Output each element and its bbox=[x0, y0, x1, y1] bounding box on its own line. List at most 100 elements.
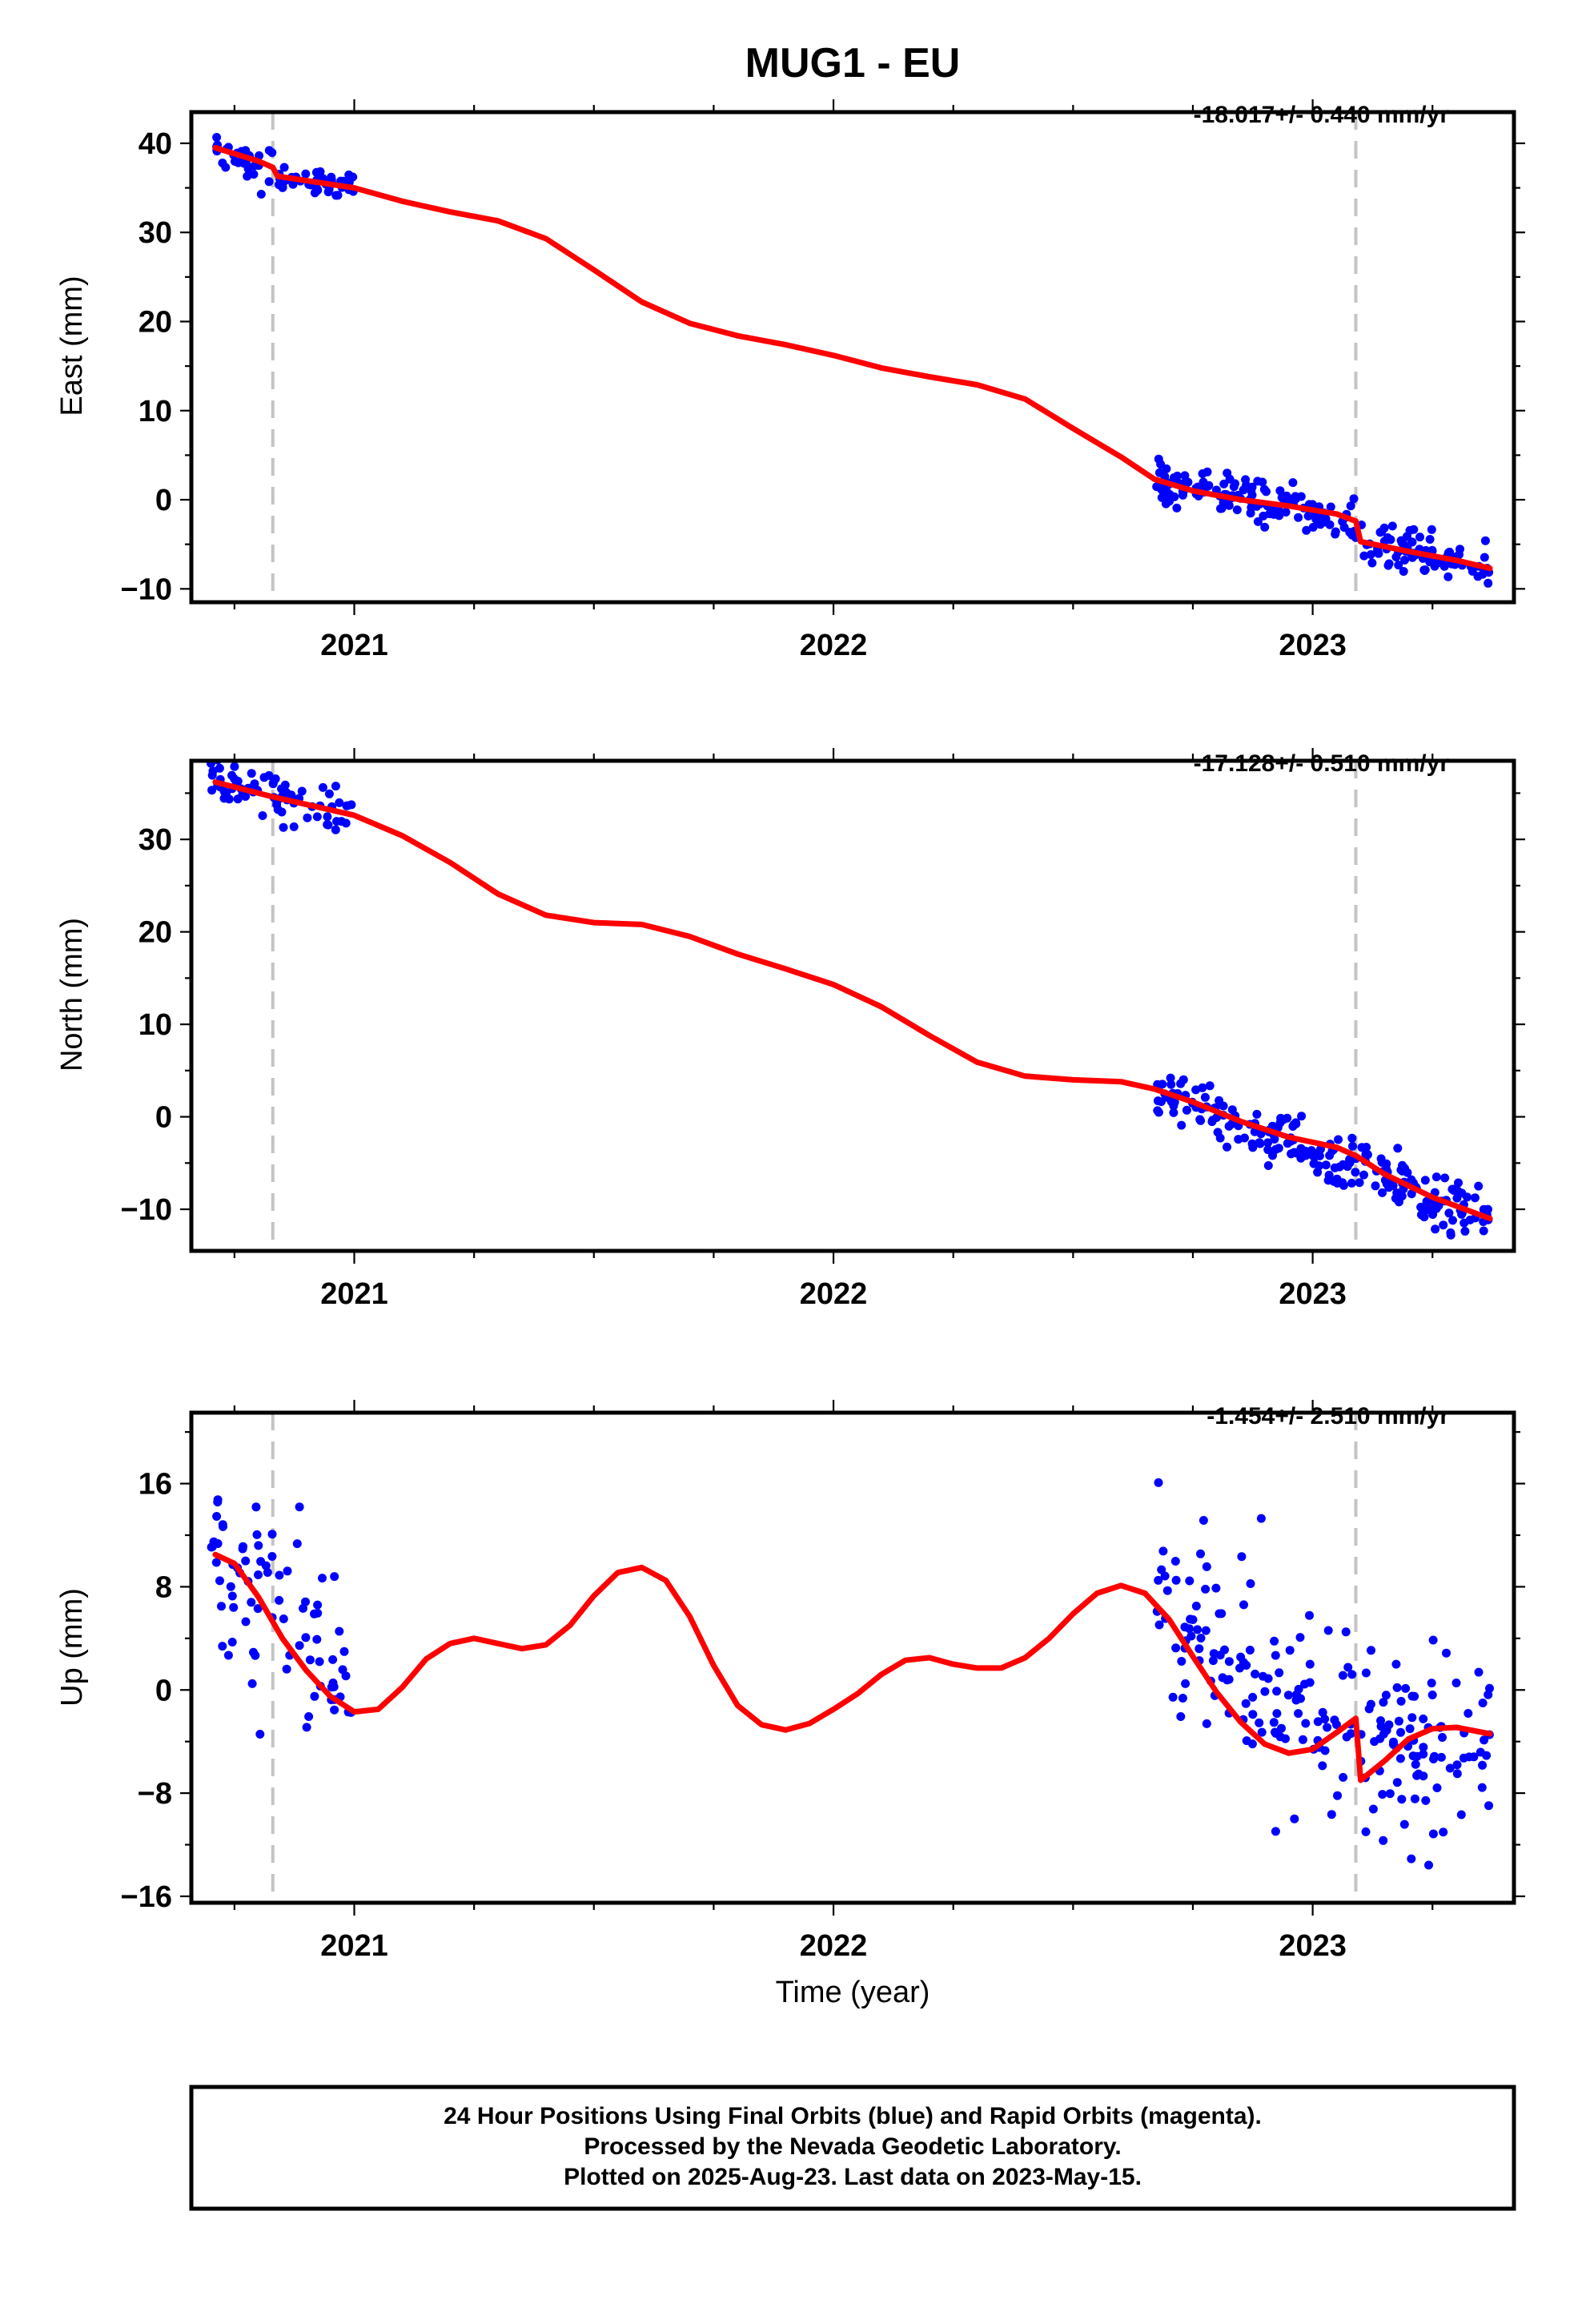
up-data-point bbox=[261, 1561, 271, 1570]
up-data-point bbox=[218, 1642, 227, 1651]
up-data-point bbox=[1154, 1575, 1163, 1585]
east-data-point bbox=[1217, 504, 1227, 513]
up-data-point bbox=[1239, 1600, 1248, 1610]
east-xtick-label: 2023 bbox=[1279, 629, 1347, 662]
east-data-point bbox=[1400, 555, 1409, 565]
up-data-point bbox=[1474, 1667, 1484, 1677]
north-data-point bbox=[1290, 1148, 1299, 1157]
up-data-point bbox=[1178, 1694, 1187, 1703]
up-data-point bbox=[1305, 1659, 1315, 1669]
up-data-point bbox=[1397, 1795, 1407, 1804]
east-data-point bbox=[1288, 478, 1298, 488]
north-data-point bbox=[1223, 1142, 1231, 1152]
east-data-point bbox=[278, 183, 287, 192]
north-y-axis-label: North (mm) bbox=[55, 918, 89, 1072]
north-data-point bbox=[1377, 1158, 1387, 1167]
up-data-point bbox=[1245, 1646, 1255, 1655]
up-data-point bbox=[1202, 1562, 1211, 1571]
north-data-point bbox=[335, 798, 344, 807]
up-data-point bbox=[1242, 1736, 1251, 1746]
up-ytick-label: 16 bbox=[139, 1468, 172, 1502]
up-data-point bbox=[1368, 1804, 1378, 1814]
east-data-point bbox=[1484, 578, 1493, 588]
north-data-point bbox=[1429, 1204, 1439, 1214]
east-data-point bbox=[1281, 508, 1291, 517]
north-ytick-label: −10 bbox=[121, 1193, 172, 1227]
up-data-point bbox=[249, 1647, 258, 1657]
up-data-point bbox=[1436, 1752, 1446, 1762]
north-data-point bbox=[1321, 1160, 1331, 1170]
east-data-point bbox=[311, 186, 321, 195]
north-data-point bbox=[208, 766, 218, 776]
up-data-point bbox=[213, 1498, 223, 1507]
east-data-point bbox=[1473, 572, 1483, 581]
north-data-point bbox=[1457, 1188, 1467, 1198]
north-data-point bbox=[1263, 1161, 1273, 1170]
up-data-point bbox=[1211, 1583, 1221, 1593]
north-data-point bbox=[1347, 1133, 1357, 1143]
up-data-point bbox=[1193, 1625, 1203, 1634]
east-xtick-label: 2021 bbox=[320, 629, 388, 662]
east-data-layer bbox=[212, 112, 1494, 602]
up-data-point bbox=[1347, 1670, 1357, 1679]
north-data-point bbox=[1470, 1193, 1480, 1203]
up-data-point bbox=[1427, 1679, 1436, 1688]
east-ytick-label: 10 bbox=[139, 395, 172, 428]
up-data-point bbox=[1396, 1696, 1406, 1706]
north-data-point bbox=[303, 813, 312, 822]
north-data-point bbox=[1153, 1106, 1162, 1116]
up-data-point bbox=[1298, 1735, 1307, 1744]
up-data-point bbox=[1272, 1709, 1282, 1719]
up-ytick-label: −16 bbox=[121, 1880, 172, 1914]
up-data-point bbox=[241, 1617, 251, 1626]
north-data-point bbox=[1446, 1230, 1456, 1240]
north-xtick-label: 2022 bbox=[800, 1277, 868, 1311]
east-data-point bbox=[1407, 537, 1416, 547]
up-data-point bbox=[1305, 1610, 1314, 1620]
up-data-point bbox=[1405, 1724, 1415, 1734]
north-data-point bbox=[1271, 1144, 1281, 1154]
east-data-point bbox=[1247, 486, 1256, 496]
east-data-point bbox=[1425, 535, 1435, 544]
up-data-point bbox=[1154, 1478, 1163, 1487]
north-data-point bbox=[227, 770, 237, 780]
up-data-point bbox=[295, 1502, 304, 1512]
east-rate-label: -18.017+/- 0.440 mm/yr bbox=[1194, 102, 1450, 128]
east-data-point bbox=[1260, 522, 1270, 532]
up-xtick-label: 2023 bbox=[1279, 1929, 1347, 1963]
up-data-point bbox=[1395, 1754, 1405, 1763]
east-data-point bbox=[1154, 468, 1164, 477]
up-data-point bbox=[1338, 1671, 1347, 1680]
east-ytick-label: 0 bbox=[155, 484, 172, 517]
east-data-point bbox=[1162, 464, 1171, 473]
east-data-point bbox=[1331, 527, 1340, 537]
north-data-point bbox=[1420, 1176, 1430, 1185]
up-data-point bbox=[330, 1705, 339, 1715]
north-data-point bbox=[1334, 1135, 1343, 1144]
up-panel: −16 −8 0 8 16 2021 2022 2023 -1.454+/- 2.510 mm… bbox=[55, 1400, 1525, 2009]
east-data-point bbox=[221, 163, 231, 172]
north-data-point bbox=[269, 778, 278, 787]
up-data-point bbox=[329, 1682, 339, 1691]
east-data-point bbox=[1294, 513, 1303, 522]
east-data-point bbox=[264, 146, 274, 155]
north-data-point bbox=[1252, 1109, 1262, 1119]
east-fit-line bbox=[212, 145, 1493, 572]
up-data-point bbox=[1478, 1699, 1488, 1707]
north-data-point bbox=[1351, 1168, 1360, 1177]
east-data-point bbox=[1157, 485, 1166, 494]
up-data-point bbox=[312, 1634, 322, 1644]
up-data-point bbox=[1452, 1679, 1461, 1687]
east-data-point bbox=[1346, 501, 1355, 511]
up-data-point bbox=[310, 1609, 319, 1618]
up-data-point bbox=[301, 1633, 311, 1642]
east-data-point bbox=[1229, 482, 1239, 492]
footer-box: 24 Hour Positions Using Final Orbits (bl… bbox=[189, 2085, 1516, 2211]
east-data-point bbox=[1180, 471, 1190, 480]
up-ytick-label: −8 bbox=[138, 1777, 172, 1811]
up-data-point bbox=[1452, 1760, 1462, 1770]
up-data-point bbox=[1478, 1760, 1487, 1770]
footer-frame bbox=[189, 2085, 1516, 2211]
north-data-point bbox=[1263, 1145, 1273, 1155]
up-data-point bbox=[226, 1582, 235, 1591]
